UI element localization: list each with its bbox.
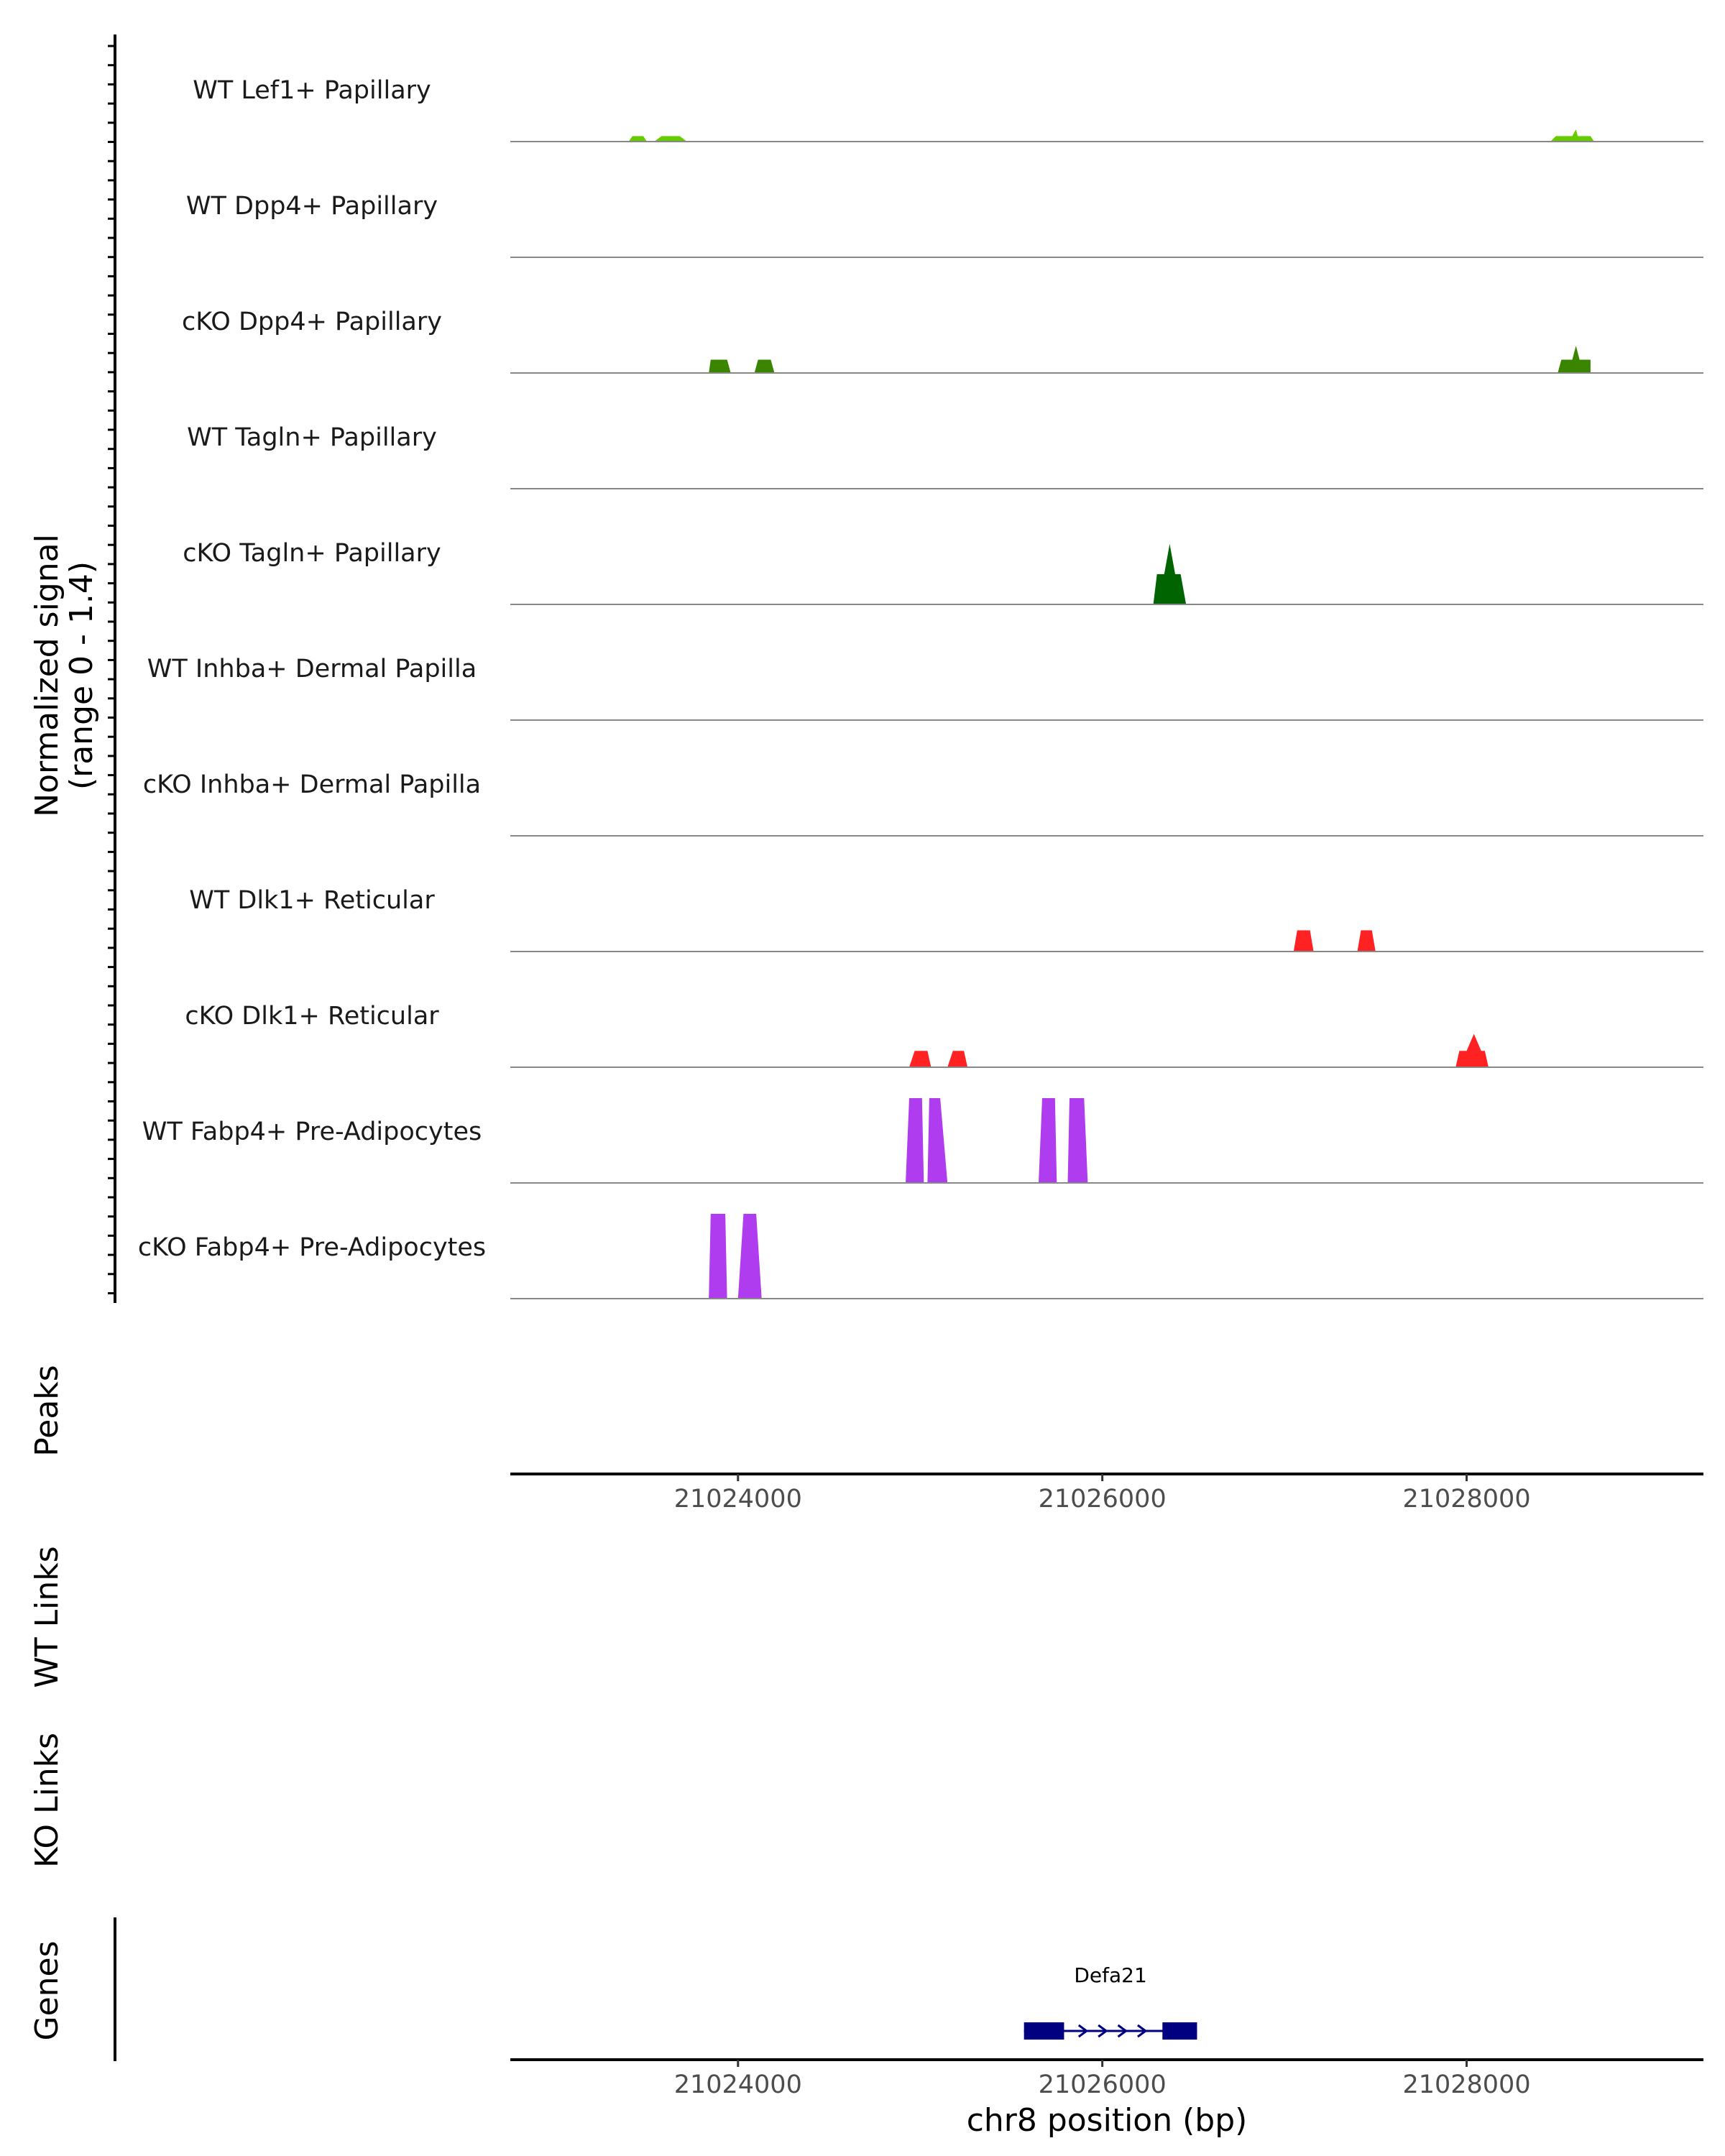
track-label: cKO Fabp4+ Pre-Adipocytes [138,1233,486,1262]
coverage-peak [709,359,731,373]
track-label: WT Dpp4+ Papillary [186,192,438,221]
track-0: WT Lef1+ Papillary [193,76,1703,142]
track-label: cKO Dpp4+ Papillary [182,308,442,336]
coverage-peak [1357,930,1376,952]
track-6: cKO Inhba+ Dermal Papilla [143,770,1703,837]
gene-models: Defa21 [1024,1963,1197,2040]
x-tick-label: 21026000 [1039,1485,1167,1514]
coverage-peak [927,1098,948,1183]
coverage-peak [709,1214,727,1299]
coverage-peak [1558,346,1591,373]
wt-links-label: WT Links [29,1546,65,1687]
gene-label: Defa21 [1074,1963,1146,1987]
track-1: WT Dpp4+ Papillary [186,192,1703,258]
coverage-peak [1039,1098,1057,1183]
strand-arrow [1117,2024,1128,2038]
track-label: WT Fabp4+ Pre-Adipocytes [142,1118,482,1146]
track-label: WT Tagln+ Papillary [187,423,437,452]
gene-exon [1024,2022,1064,2040]
coverage-tracks: WT Lef1+ Papillary WT Dpp4+ Papillary cKO … [138,76,1703,1299]
track-5: WT Inhba+ Dermal Papilla [147,655,1703,721]
ko-links-label: KO Links [29,1733,65,1868]
coverage-peak [947,1051,968,1067]
coverage-peak [906,1098,924,1183]
track-8: cKO Dlk1+ Reticular [185,1002,1703,1068]
peaks-label: Peaks [29,1365,65,1456]
coverage-peak [1293,930,1314,952]
signal-y-ticks [108,45,115,1294]
track-3: WT Tagln+ Papillary [187,423,1703,489]
genes-label: Genes [29,1940,65,2040]
track-label: WT Dlk1+ Reticular [189,886,435,915]
x-axis-ticks-peaks: 21024000 21026000 21028000 [674,1474,1531,1514]
coverage-peak [654,136,687,142]
strand-arrow [1098,2024,1108,2038]
x-axis-ticks-genes: 21024000 21026000 21028000 [674,2060,1531,2099]
coverage-peak [1067,1098,1088,1183]
coverage-peak [628,136,648,142]
x-tick-label: 21026000 [1039,2070,1167,2099]
gene-exon [1162,2022,1197,2040]
track-4: cKO Tagln+ Papillary [183,539,1703,605]
track-label: cKO Tagln+ Papillary [183,539,441,568]
y-axis-subtitle: (range 0 - 1.4) [63,561,100,790]
x-tick-label: 21024000 [674,2070,802,2099]
coverage-peak [909,1051,932,1067]
coverage-peak [1153,543,1187,604]
coverage-peak [754,359,775,373]
x-tick-label: 21028000 [1402,1485,1530,1514]
track-2: cKO Dpp4+ Papillary [182,308,1703,374]
coverage-peak [1455,1033,1489,1067]
track-7: WT Dlk1+ Reticular [189,886,1703,952]
x-tick-label: 21028000 [1402,2070,1530,2099]
strand-arrow [1077,2024,1089,2038]
track-label: cKO Dlk1+ Reticular [185,1002,439,1031]
y-axis-title: Normalized signal [29,534,65,817]
x-tick-label: 21024000 [674,1485,802,1514]
coverage-peak [737,1214,762,1299]
strand-arrow [1137,2024,1148,2038]
track-label: WT Inhba+ Dermal Papilla [147,655,477,683]
x-axis-title: chr8 position (bp) [967,2102,1248,2139]
track-label: cKO Inhba+ Dermal Papilla [143,770,481,799]
coverage-peak [1550,129,1594,142]
track-9: WT Fabp4+ Pre-Adipocytes [142,1098,1703,1184]
track-label: WT Lef1+ Papillary [193,76,431,105]
track-10: cKO Fabp4+ Pre-Adipocytes [138,1214,1703,1299]
